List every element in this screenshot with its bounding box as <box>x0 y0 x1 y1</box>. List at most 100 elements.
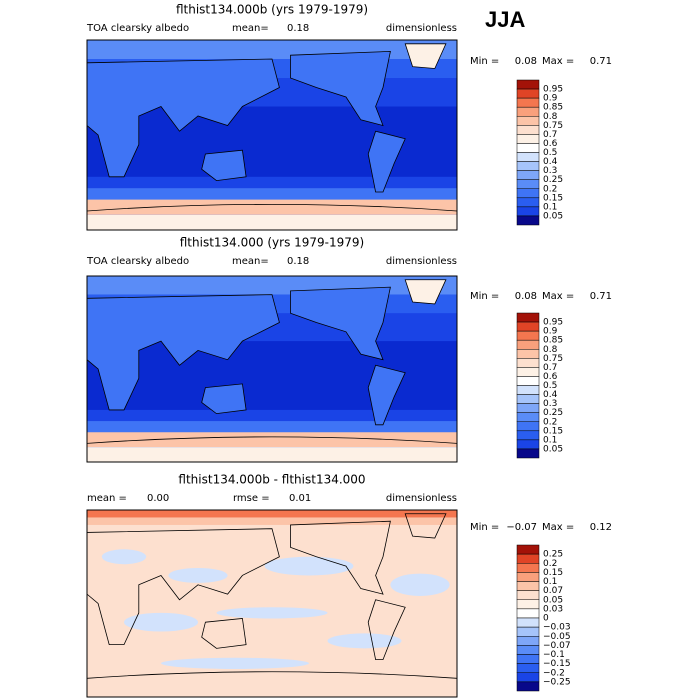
colorbar-box <box>516 79 540 90</box>
coastline <box>87 528 280 646</box>
colorbar-box <box>516 672 540 683</box>
colorbar-box <box>516 349 540 359</box>
colorbar-box <box>516 448 540 459</box>
map-field <box>87 276 457 462</box>
mean-label: mean = <box>87 493 127 504</box>
colorbar-label: 0.3 <box>543 399 557 409</box>
colorbar-box <box>516 330 540 341</box>
colorbar-box <box>516 608 540 619</box>
field-blob <box>124 612 198 632</box>
max-value: 0.12 <box>590 522 612 533</box>
variable-label: TOA clearsky albedo <box>86 23 189 34</box>
colorbar-label: 0.25 <box>543 550 563 560</box>
colorbar-box <box>516 626 540 637</box>
colorbar-box <box>516 206 540 217</box>
colorbar-box <box>516 116 540 126</box>
colorbar-box <box>516 430 540 441</box>
colorbar-label: 0.15 <box>543 426 563 436</box>
coastline <box>87 436 457 444</box>
panel-title: flthist134.000b (yrs 1979-1979) <box>176 3 368 17</box>
colorbar-label: −0.2 <box>543 668 565 678</box>
field-band <box>87 276 457 295</box>
colorbar-label: 0.07 <box>543 586 563 596</box>
rmse-value: 0.01 <box>289 493 311 504</box>
coastline <box>404 279 447 305</box>
colorbar-label: 0.75 <box>543 121 563 131</box>
colorbar-box <box>516 358 540 368</box>
colorbar-label: 0.03 <box>543 604 563 614</box>
colorbar-label: 0.25 <box>543 408 563 418</box>
colorbar-box <box>516 645 540 655</box>
colorbar-box <box>516 188 540 199</box>
mean-value: 0.18 <box>287 23 309 34</box>
colorbar-box <box>516 215 540 226</box>
units-label: dimensionless <box>386 493 457 504</box>
field-band <box>87 517 457 525</box>
coastline <box>290 520 391 595</box>
field-band <box>87 40 457 59</box>
min-label: Min = <box>470 56 499 67</box>
colorbar-box <box>516 161 540 171</box>
colorbar-label: 0.1 <box>543 435 557 445</box>
panel-title: flthist134.000b - flthist134.000 <box>178 473 365 487</box>
max-label: Max = <box>542 56 574 67</box>
coastline <box>87 671 457 679</box>
mean-label: mean= <box>232 256 269 267</box>
colorbar-box <box>516 394 540 404</box>
colorbar-label: 0.8 <box>543 112 558 122</box>
coastline <box>404 43 447 69</box>
coastline <box>87 294 280 411</box>
min-label: Min = <box>470 522 499 533</box>
colorbar-label: −0.25 <box>543 677 571 687</box>
colorbar-box <box>516 617 540 628</box>
coastline <box>404 513 447 539</box>
colorbar-label: 0.3 <box>543 166 557 176</box>
map-frame <box>86 39 458 231</box>
map-field <box>87 40 457 230</box>
variable-label: TOA clearsky albedo <box>86 256 189 267</box>
colorbar-box <box>516 544 540 555</box>
field-blob <box>161 657 309 669</box>
colorbar-label: 0.6 <box>543 139 558 149</box>
colorbar-label: 0.95 <box>543 318 563 328</box>
colorbar-label: 0.4 <box>543 390 558 400</box>
coastline <box>367 130 406 193</box>
colorbar-box <box>516 106 540 117</box>
coastline <box>201 149 247 182</box>
coastline <box>290 50 391 127</box>
colorbar-label: 0 <box>543 614 549 624</box>
colorbar-label: 0.25 <box>543 175 563 185</box>
colorbar-label: 0.95 <box>543 85 563 95</box>
colorbar-label: 0.6 <box>543 372 558 382</box>
colorbar-box <box>516 663 540 673</box>
colorbar-label: 0.1 <box>543 202 557 212</box>
colorbar-label: −0.15 <box>543 659 571 669</box>
field-band <box>87 432 457 448</box>
field-band <box>87 510 457 697</box>
units-label: dimensionless <box>386 23 457 34</box>
min-value: 0.08 <box>515 56 537 67</box>
colorbar-label: 0.1 <box>543 577 557 587</box>
coastline <box>290 286 391 361</box>
colorbar-box <box>516 599 540 610</box>
coastline <box>87 203 457 212</box>
colorbar-label: −0.05 <box>543 632 571 642</box>
field-band <box>87 188 457 204</box>
field-blob <box>216 607 328 619</box>
colorbar-label: 0.7 <box>543 363 557 373</box>
field-blob <box>390 573 450 597</box>
colorbar-label: 0.05 <box>543 444 563 454</box>
max-label: Max = <box>542 522 574 533</box>
colorbar-label: 0.9 <box>543 327 558 337</box>
colorbar-box <box>516 125 540 135</box>
colorbar-label: 0.8 <box>543 345 558 355</box>
colorbar-label: 0.2 <box>543 184 557 194</box>
map-frame <box>86 509 458 698</box>
coastline <box>201 618 247 649</box>
min-value: −0.07 <box>506 522 537 533</box>
colorbar-box <box>516 590 540 600</box>
colorbar-box <box>516 636 540 646</box>
colorbar-box <box>516 367 540 377</box>
colorbar-label: −0.1 <box>543 650 565 660</box>
colorbar-box <box>516 97 540 108</box>
